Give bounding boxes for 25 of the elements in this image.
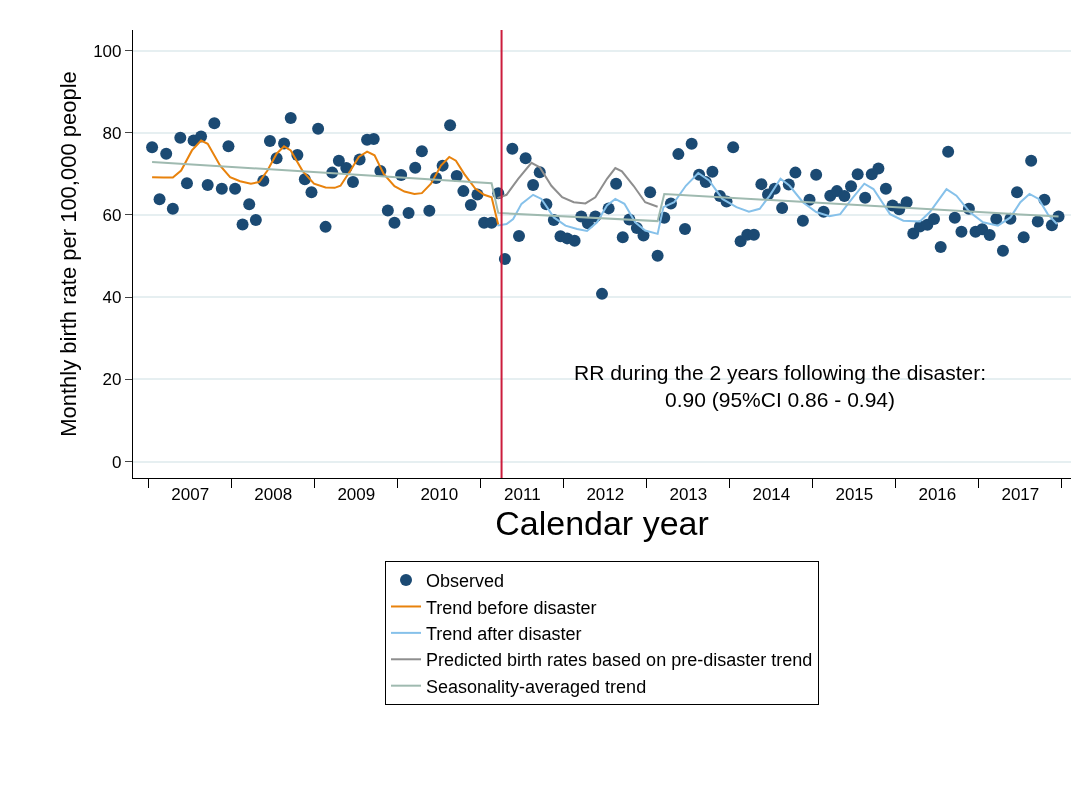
y-tick-label: 100 [93, 41, 122, 61]
y-axis-title: Monthly birth rate per 100,000 people [55, 71, 81, 437]
annotation: RR during the 2 years following the disaster: 0.90 (95%CI 0.86 - 0.94) [574, 361, 987, 412]
x-tick-label: 2013 [669, 484, 708, 504]
x-axis-title: Calendar year [495, 503, 709, 542]
legend-label: Seasonality-averaged trend [426, 676, 647, 697]
legend-label: Trend after disaster [426, 623, 582, 644]
y-tick-label: 20 [102, 370, 122, 390]
y-tick-label: 80 [102, 123, 122, 143]
legend-label: Trend before disaster [426, 597, 597, 618]
y-tick-label: 0 [112, 452, 122, 472]
x-tick-label: 2016 [918, 484, 957, 504]
legend-label: Predicted birth rates based on pre-disaster trend [426, 650, 813, 671]
x-tick-label: 2011 [504, 484, 541, 504]
x-tick-label: 2017 [1001, 484, 1040, 504]
x-tick-label: 2010 [420, 484, 459, 504]
x-tick-label: 2015 [835, 484, 874, 504]
x-tick-label: 2007 [171, 484, 210, 504]
y-tick-label: 60 [102, 205, 122, 225]
legend-label: Observed [426, 571, 505, 592]
y-tick-label: 40 [102, 288, 122, 308]
x-tick-label: 2009 [337, 484, 376, 504]
x-tick-label: 2008 [254, 484, 293, 504]
x-tick-label: 2012 [586, 484, 625, 504]
x-tick-label: 2014 [752, 484, 791, 504]
